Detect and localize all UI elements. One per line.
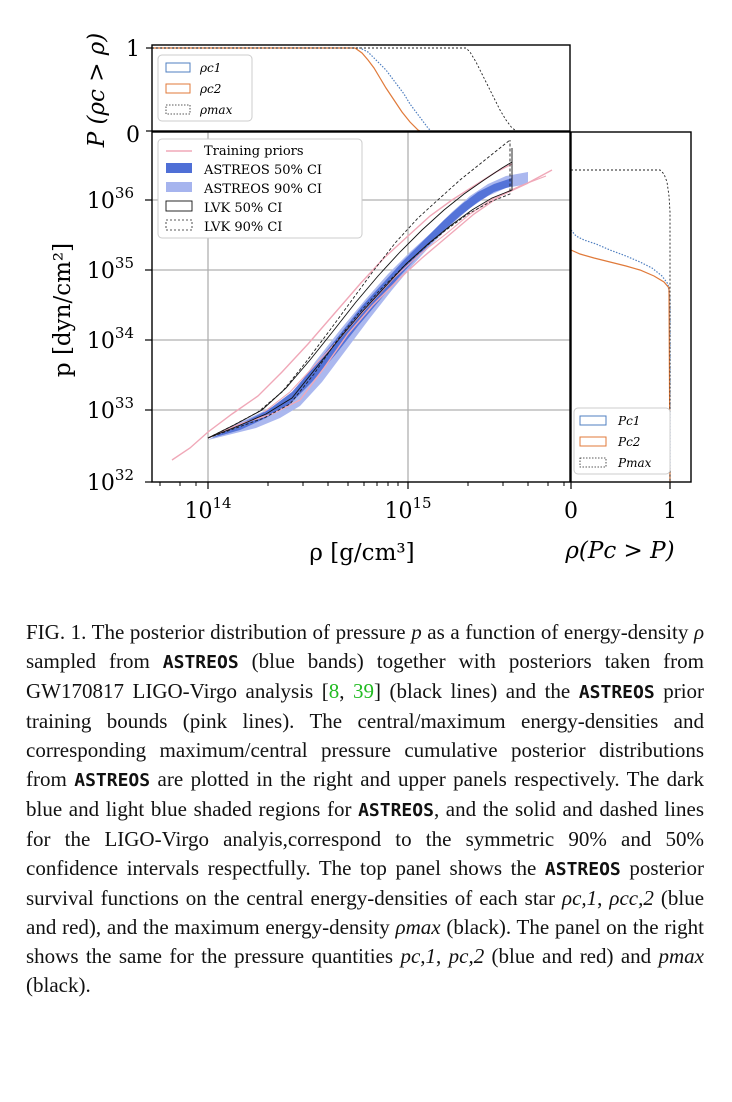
right-legend-p-c2: Pc2 <box>617 435 640 449</box>
astreos-name: ASTREOS <box>544 859 621 880</box>
p-c1-curve <box>571 229 671 482</box>
main-xlabel: ρ [g/cm³] <box>309 540 414 566</box>
right-panel-frame <box>570 131 692 483</box>
main-plot-area <box>171 139 553 461</box>
astreos-name: ASTREOS <box>578 682 655 703</box>
top-panel: 1 0 P (ρc > ρ) ρc1 ρc2 ρmax <box>84 33 571 149</box>
caption-fig-label: FIG. 1. <box>26 620 87 644</box>
lvk-50-upper <box>207 161 513 439</box>
main-xtick-1e14: 1014 <box>184 494 231 524</box>
right-panel: 0 1 ρ(Pc > P) Pc1 Pc2 Pmax <box>564 131 692 564</box>
rho-c2-curve <box>152 47 422 131</box>
right-xtick-1: 1 <box>663 499 677 524</box>
citation-39[interactable]: 39 <box>353 679 375 703</box>
main-ytick-1e33: 1033 <box>87 394 134 424</box>
training-prior-upper <box>171 163 513 461</box>
lvk-90-upper <box>207 139 511 439</box>
top-ylabel: P (ρc > ρ) <box>84 33 110 149</box>
astreos-name: ASTREOS <box>162 652 239 673</box>
right-xtick-0: 0 <box>564 499 578 524</box>
training-prior-lower <box>207 169 553 439</box>
main-ytick-1e32: 1032 <box>87 466 134 496</box>
lvk-90-lower <box>207 140 511 439</box>
right-legend-p-c1: Pc1 <box>617 414 640 428</box>
top-legend-rho-c2: ρc2 <box>199 82 221 96</box>
top-panel-frame <box>151 44 571 132</box>
main-ytick-1e34: 1034 <box>87 324 134 354</box>
figure-canvas: 1 0 P (ρc > ρ) ρc1 ρc2 ρmax <box>50 33 692 566</box>
main-ytick-1e35: 1035 <box>87 254 134 284</box>
lvk-50-lower <box>207 148 513 439</box>
right-legend: Pc1 Pc2 Pmax <box>573 407 671 475</box>
p-c2-curve <box>571 249 671 482</box>
top-legend-rho-c1: ρc1 <box>199 61 221 75</box>
main-panel-frame <box>151 131 571 483</box>
legend-astreos-50: ASTREOS 50% CI <box>203 163 322 178</box>
main-panel: 1014 1015 1032 1033 1034 1035 1036 ρ [g/… <box>50 131 571 566</box>
top-ytick-0: 0 <box>126 123 140 148</box>
astreos-name: ASTREOS <box>358 800 434 821</box>
top-survival-curves <box>152 47 518 131</box>
top-legend: ρc1 ρc2 ρmax <box>157 54 253 122</box>
top-legend-rho-max: ρmax <box>199 103 233 117</box>
p-max-curve <box>571 169 671 482</box>
training-prior-inner <box>263 175 547 413</box>
main-xtick-1e15: 1015 <box>384 494 431 524</box>
main-ylabel: p [dyn/cm²] <box>50 243 76 377</box>
figure-caption: FIG. 1. The posterior distribution of pr… <box>26 620 705 997</box>
astreos-name: ASTREOS <box>74 770 151 791</box>
legend-lvk-90: LVK 90% CI <box>204 220 282 235</box>
main-legend: Training priors ASTREOS 50% CI ASTREOS 9… <box>157 138 363 239</box>
legend-training-priors: Training priors <box>204 144 304 159</box>
rho-max-curve <box>152 47 518 131</box>
legend-astreos-90: ASTREOS 90% CI <box>203 182 322 197</box>
right-xlabel: ρ(Pc > P) <box>564 538 674 564</box>
main-ytick-1e36: 1036 <box>87 184 134 214</box>
legend-lvk-50: LVK 50% CI <box>204 201 282 216</box>
right-legend-p-max: Pmax <box>617 456 652 470</box>
figure: 1 0 P (ρc > ρ) ρc1 ρc2 ρmax <box>50 33 692 566</box>
citation-8[interactable]: 8 <box>328 679 340 703</box>
astreos-50-band <box>212 178 512 438</box>
top-ytick-1: 1 <box>126 37 140 62</box>
right-survival-curves <box>571 169 671 482</box>
